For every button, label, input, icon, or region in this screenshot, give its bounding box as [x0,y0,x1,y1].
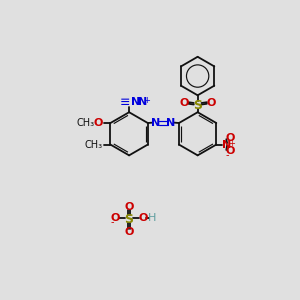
Text: -: - [226,150,229,160]
Text: O: O [124,226,134,237]
Text: S: S [193,99,202,112]
Text: CH₃: CH₃ [77,118,95,128]
Text: N: N [167,118,176,128]
Text: ≡: ≡ [120,96,131,109]
Text: +: + [228,139,235,148]
Text: O: O [93,118,103,128]
Text: H: H [148,213,156,223]
Text: O: O [138,213,148,223]
Text: N: N [223,140,232,150]
Text: N: N [131,97,140,107]
Text: -: - [110,217,114,227]
Text: O: O [226,146,235,157]
Text: O: O [206,98,215,108]
Text: CH₃: CH₃ [85,140,103,150]
Text: O: O [226,133,235,142]
Text: +: + [143,96,150,105]
Text: S: S [124,213,134,226]
Text: O: O [180,98,189,108]
Text: O: O [111,213,120,223]
Text: N: N [151,118,160,128]
Text: N: N [138,97,147,107]
Text: O: O [124,202,134,212]
